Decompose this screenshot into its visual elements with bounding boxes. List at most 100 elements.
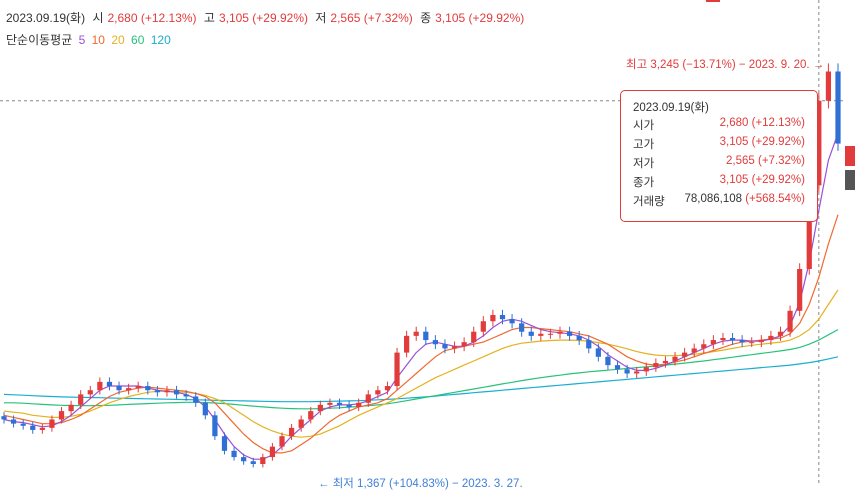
candle-body <box>126 388 132 391</box>
candle-body <box>279 436 285 447</box>
candle-body <box>691 348 697 353</box>
candle-body <box>528 331 534 336</box>
ma-legend[interactable]: 단순이동평균 5 10 20 60 120 <box>6 31 174 48</box>
tooltip-row-close: 종가 3,105 (+29.92%) <box>633 174 805 190</box>
candle-body <box>20 423 26 426</box>
candle-body <box>288 427 295 437</box>
candle-body <box>557 331 563 334</box>
candle-body <box>672 356 678 361</box>
candle-body <box>519 323 525 332</box>
candle-body <box>825 71 832 101</box>
candle-body <box>653 363 659 368</box>
candle-body <box>509 319 515 324</box>
price-axis-badge-red <box>845 146 855 166</box>
candle-body <box>614 365 621 370</box>
candle-body <box>835 71 841 144</box>
candle-body <box>404 335 410 353</box>
ma-line-60 <box>4 329 839 410</box>
tooltip-low-value: 2,565 (+7.32%) <box>726 155 805 167</box>
candle-body <box>538 333 544 336</box>
candle-body <box>413 331 419 336</box>
candle-body <box>145 386 151 391</box>
candle-body <box>212 415 218 437</box>
candle-body <box>787 310 793 332</box>
header-date: 2023.09.19(화) <box>6 11 86 25</box>
tooltip-row-open: 시가 2,680 (+12.13%) <box>633 117 805 133</box>
candle-body <box>442 344 448 349</box>
candle-body <box>394 352 400 387</box>
candle-body <box>49 419 55 428</box>
header-close-value: 3,105 (+29.92%) <box>435 11 525 25</box>
header-open-value: 2,680 (+12.13%) <box>107 11 197 25</box>
tooltip-date: 2023.09.19(화) <box>633 102 709 114</box>
ohlc-tooltip: 2023.09.19(화) 시가 2,680 (+12.13%) 고가 3,10… <box>620 90 818 222</box>
candle-body <box>806 185 812 269</box>
tooltip-volume-values: 78,086,108 (+568.54%) <box>684 193 805 205</box>
ma-line-10 <box>3 214 839 454</box>
candle-body <box>336 402 343 405</box>
candle-body <box>451 346 458 349</box>
candle-body <box>135 386 141 389</box>
candle-body <box>739 340 745 343</box>
candle-body <box>30 425 36 430</box>
tooltip-volume-label: 거래량 <box>633 196 665 208</box>
ma-120-label: 120 <box>150 33 171 47</box>
candle-body <box>432 340 438 345</box>
candle-body <box>749 342 755 344</box>
candle-body <box>241 457 247 462</box>
price-axis-badge-gray <box>845 170 855 190</box>
candle-body <box>87 390 93 395</box>
candle-body <box>490 314 496 322</box>
candle-body <box>116 386 122 391</box>
tooltip-high-value: 3,105 (+29.92%) <box>719 136 805 148</box>
candle-body <box>308 411 314 420</box>
candle-body <box>480 321 486 332</box>
candle-body <box>595 348 601 357</box>
candle-body <box>164 390 170 393</box>
candle-body <box>375 390 381 395</box>
high-annotation: 최고 3,245 (−13.71%) − 2023. 9. 20. → <box>626 59 825 71</box>
candle-body <box>758 340 764 343</box>
candle-body <box>682 352 688 357</box>
tooltip-close-value: 3,105 (+29.92%) <box>719 174 805 186</box>
candle-body <box>356 402 362 407</box>
candle-body <box>260 457 266 464</box>
ma-20-label: 20 <box>111 33 125 47</box>
header-low-label: 저 <box>315 11 327 25</box>
candle-body <box>547 333 554 335</box>
candle-body <box>58 411 65 420</box>
candle-body <box>231 450 237 458</box>
header-open-label: 시 <box>92 11 104 25</box>
header-close-label: 종 <box>420 11 432 25</box>
tooltip-high-label: 고가 <box>633 139 655 151</box>
tooltip-open-label: 시가 <box>633 120 655 132</box>
ma-10-label: 10 <box>91 33 105 47</box>
tooltip-volume-change: (+568.54%) <box>745 193 805 205</box>
tooltip-low-label: 저가 <box>633 158 655 170</box>
candle-body <box>193 396 199 403</box>
top-marker <box>706 0 720 2</box>
candle-body <box>643 367 649 372</box>
candle-body <box>1 416 7 420</box>
tooltip-row-low: 저가 2,565 (+7.32%) <box>633 155 805 171</box>
candle-body <box>710 340 716 345</box>
header-high-label: 고 <box>203 11 215 25</box>
candle-body <box>250 461 256 464</box>
candle-body <box>327 402 333 405</box>
candle-body <box>471 331 477 343</box>
candle-body <box>499 314 506 320</box>
ohlc-header: 2023.09.19(화) 시 2,680 (+12.13%) 고 3,105 (+… <box>6 9 528 26</box>
candle-body <box>797 269 803 311</box>
ma-legend-title: 단순이동평균 <box>6 33 73 47</box>
candle-body <box>173 390 180 395</box>
candle-body <box>106 381 113 387</box>
candle-body <box>317 404 323 412</box>
tooltip-row-high: 고가 3,105 (+29.92%) <box>633 136 805 152</box>
candle-body <box>68 404 74 412</box>
candle-body <box>39 427 45 430</box>
candle-body <box>566 331 573 336</box>
candle-body <box>97 381 103 391</box>
candle-body <box>384 386 391 391</box>
candle-body <box>576 335 582 341</box>
